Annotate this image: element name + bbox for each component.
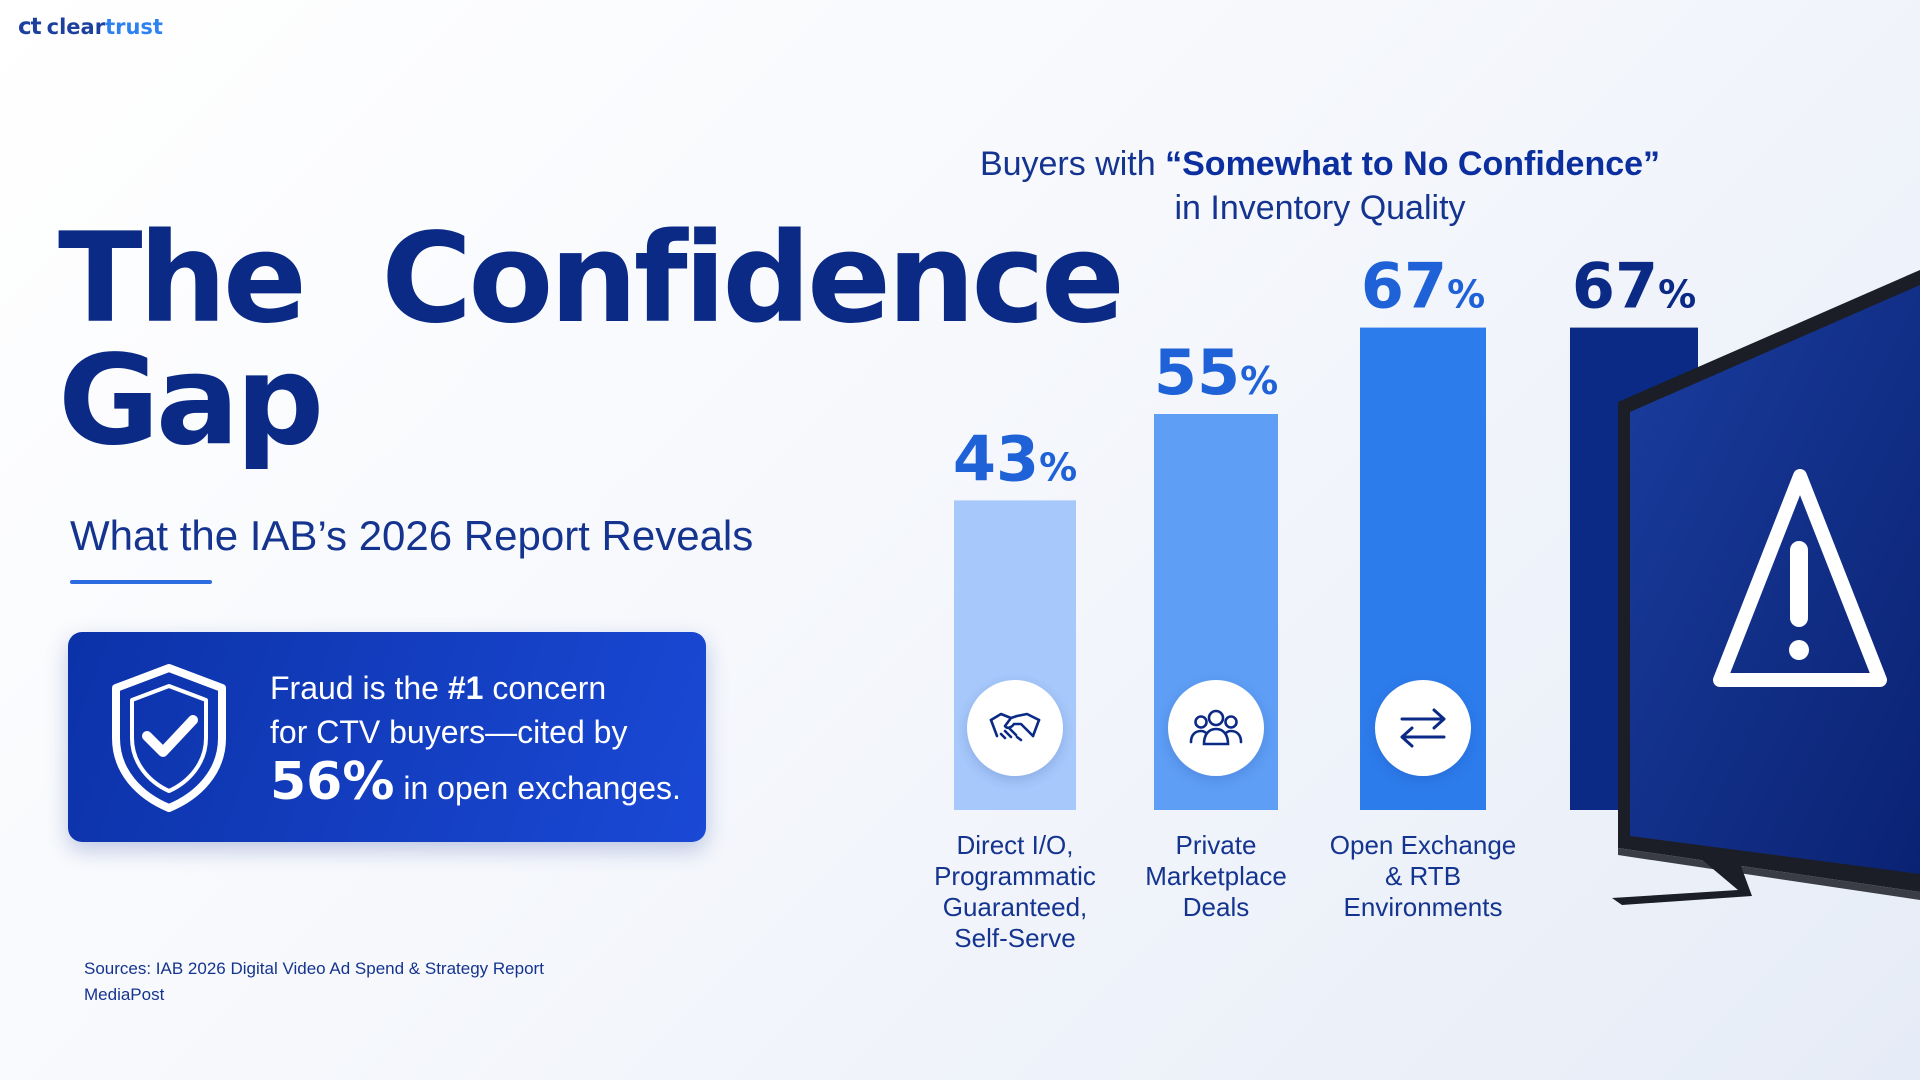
tv-stand <box>1612 858 1752 905</box>
chart-title-line-2: in Inventory Quality <box>1174 189 1466 227</box>
page-title: The Confidence Gap <box>58 217 1125 463</box>
fraud-callout-card: Fraud is the #1 concern for CTV buyers—c… <box>68 632 706 842</box>
chart-title-emphasis: “Somewhat to No Confidence” <box>1165 145 1661 183</box>
value-label-3: 67% <box>1361 250 1485 323</box>
sources-note: Sources: IAB 2026 Digital Video Ad Spend… <box>84 956 544 1008</box>
page-title-line-2: Gap <box>58 329 324 473</box>
source-line-1: Sources: IAB 2026 Digital Video Ad Spend… <box>84 959 544 978</box>
callout-line-1-end: concern <box>483 670 607 706</box>
chart-title: Buyers with “Somewhat to No Confidence” … <box>960 142 1680 230</box>
callout-text: Fraud is the #1 concern for CTV buyers—c… <box>270 666 681 810</box>
category-label-2: Private Marketplace Deals <box>1145 830 1287 922</box>
callout-stat: 56% <box>270 752 395 812</box>
brand-mark: ct <box>18 14 42 40</box>
tv-illustration <box>1612 270 1920 905</box>
people-group-icon <box>1168 680 1264 776</box>
value-label-4: 67% <box>1572 250 1696 323</box>
value-label-1: 43% <box>953 422 1077 495</box>
handshake-icon <box>967 680 1063 776</box>
callout-line-2: for CTV buyers—cited by <box>270 714 628 750</box>
warning-triangle-icon <box>1713 469 1887 687</box>
brand-logo: ct cleartrust <box>18 14 163 40</box>
tv-bezel-bottom <box>1618 848 1920 900</box>
page-title-line-1: The Confidence <box>58 207 1125 351</box>
brand-name: cleartrust <box>47 15 163 39</box>
category-label-3: Open Exchange & RTB Environments <box>1329 830 1517 922</box>
value-label-2: 55% <box>1154 336 1278 409</box>
brand-name-part-a: clear <box>46 15 106 39</box>
callout-line-1: Fraud is the <box>270 670 448 706</box>
tv-screen <box>1630 285 1920 874</box>
callout-line-3: in open exchanges. <box>394 770 681 806</box>
category-label-1: Direct I/O, Programmatic Guaranteed, Self-S… <box>934 830 1096 953</box>
page-subtitle: What the IAB’s 2026 Report Reveals <box>70 512 754 559</box>
arrows-exchange-icon <box>1375 680 1471 776</box>
chart-title-prefix: Buyers with <box>979 145 1166 183</box>
title-underline <box>70 580 212 584</box>
callout-rank: #1 <box>447 670 484 706</box>
source-line-2: MediaPost <box>84 985 165 1004</box>
shield-check-icon <box>112 664 226 812</box>
brand-name-part-b: trust <box>105 15 163 39</box>
